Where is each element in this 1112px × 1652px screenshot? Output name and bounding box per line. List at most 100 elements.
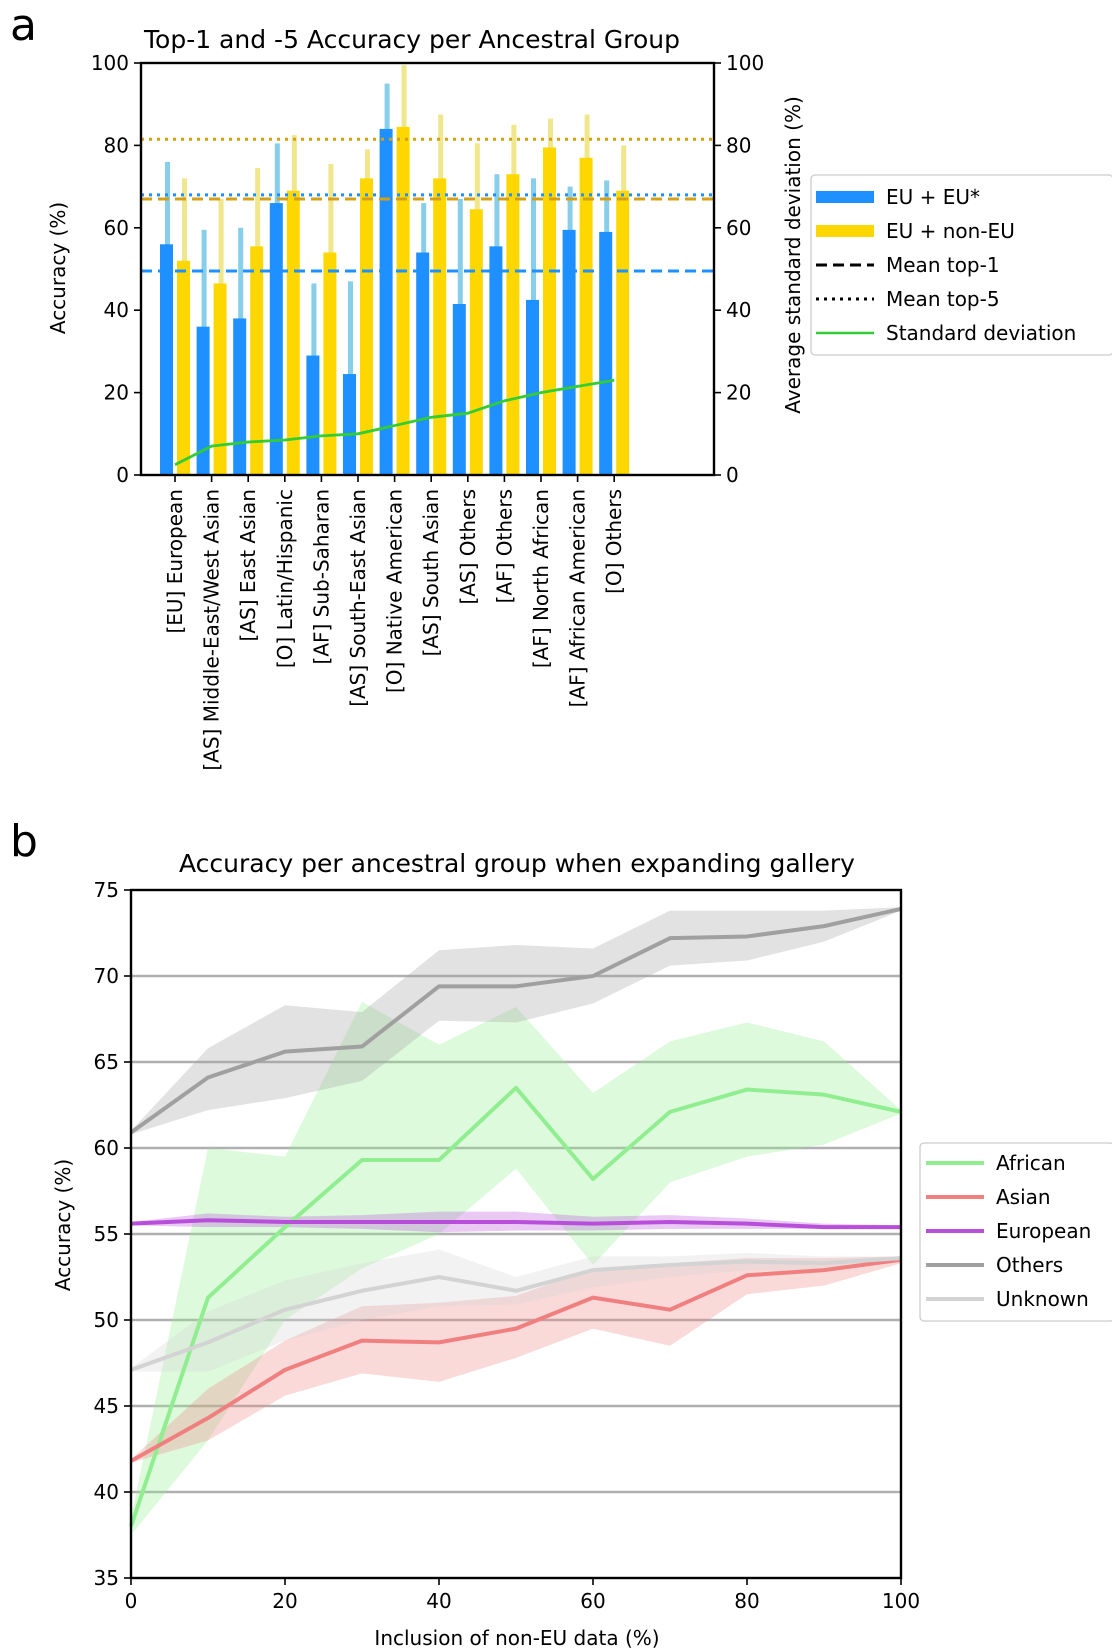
x-tick-label: 60 xyxy=(580,1589,605,1613)
y-tick-label: 45 xyxy=(94,1394,119,1418)
x-tick-label-af-african-american: [AF] African American xyxy=(566,489,590,707)
y-tick-label: 60 xyxy=(94,1136,119,1160)
y-tick-label-right: 100 xyxy=(726,51,764,75)
legend-swatch-eu-noneu xyxy=(816,225,874,237)
y-tick-label-right: 40 xyxy=(726,298,751,322)
chart-b-legend: African Asian European Others Unknown xyxy=(919,1142,1112,1322)
y-tick-label: 35 xyxy=(94,1566,119,1590)
line-others xyxy=(129,906,902,1135)
bar-top1-eu xyxy=(233,318,247,475)
bar-top1-noneu xyxy=(543,147,556,475)
x-tick-label-o-native-american: [O] Native American xyxy=(383,489,407,693)
chart-b-xlabel: Inclusion of non-EU data (%) xyxy=(374,1626,659,1650)
bar-top1-eu xyxy=(379,128,393,476)
chart-a-plot-area xyxy=(141,65,714,476)
std-deviation-line xyxy=(174,378,615,466)
legend-label-asian: Asian xyxy=(996,1185,1051,1209)
line-african xyxy=(129,1085,902,1528)
y-tick-label-right: 80 xyxy=(726,133,751,157)
bar-top1-eu xyxy=(599,231,613,475)
legend-label-unknown: Unknown xyxy=(996,1287,1089,1311)
bar-top1-eu xyxy=(269,203,283,475)
band-asian xyxy=(131,1256,901,1463)
bar-top1-noneu xyxy=(286,190,300,475)
legend-swatch-eu-eu xyxy=(816,191,874,203)
chart-a-ylabel: Accuracy (%) xyxy=(46,202,70,334)
y-tick-label-left: 20 xyxy=(104,381,129,405)
y-tick-label: 70 xyxy=(94,964,119,988)
y-tick-label: 65 xyxy=(94,1050,119,1074)
chart-b-ylabel: Accuracy (%) xyxy=(51,1159,75,1291)
band-unknown xyxy=(131,1249,901,1372)
panel-b-letter: b xyxy=(10,816,38,867)
panel-a-letter: a xyxy=(10,0,37,51)
legend-box xyxy=(810,174,1112,356)
bar-top1-eu xyxy=(416,252,430,475)
bar-top1-eu xyxy=(526,299,539,475)
legend-label-std: Standard deviation xyxy=(886,321,1076,345)
bar-top1-eu xyxy=(196,326,210,475)
chart-b-title: Accuracy per ancestral group when expand… xyxy=(179,849,855,878)
bar-top1-noneu xyxy=(579,157,593,475)
bar-top1-noneu xyxy=(506,174,520,476)
y-tick-label: 75 xyxy=(94,878,119,902)
bar-top1-noneu xyxy=(323,252,337,475)
bar-top1-noneu xyxy=(250,246,264,475)
chart-a: Top-1 and -5 Accuracy per Ancestral Grou… xyxy=(46,25,1112,771)
bar-top1-eu xyxy=(343,374,356,475)
x-tick-label-eu-european: [EU] European xyxy=(163,489,187,634)
x-tick-label: 20 xyxy=(272,1589,297,1613)
bar-top1-noneu xyxy=(396,126,410,476)
x-tick-label-as-east-asian: [AS] East Asian xyxy=(236,489,260,641)
bar-top1-eu xyxy=(452,304,466,475)
bar-top1-eu xyxy=(306,355,320,475)
y-tick-label: 40 xyxy=(94,1480,119,1504)
x-tick-label-as-south-east-asian: [AS] South-East Asian xyxy=(346,489,370,707)
bar-top1-noneu xyxy=(177,260,190,475)
chart-a-frame xyxy=(139,61,716,477)
x-tick-label: 80 xyxy=(734,1589,759,1613)
x-tick-label-af-sub-saharan: [AF] Sub-Saharan xyxy=(309,489,333,664)
chart-b-axes: 35 40 45 50 55 60 65 70 75 0 20 40 60 80 100 xyxy=(94,878,921,1613)
bar-top1-noneu xyxy=(360,178,373,476)
legend-label-mean-top1: Mean top-1 xyxy=(886,253,1000,277)
line-european xyxy=(130,1218,901,1230)
y-tick-label-left: 100 xyxy=(91,51,129,75)
chart-a-title: Top-1 and -5 Accuracy per Ancestral Grou… xyxy=(143,25,680,54)
chart-a-axes: [EU] European [AS] Middle-East/West Asian… xyxy=(91,51,764,771)
legend-label-others: Others xyxy=(996,1253,1063,1277)
chart-b-grid xyxy=(131,974,901,1494)
legend-label-eu-eu: EU + EU* xyxy=(886,185,980,209)
legend-box-b xyxy=(919,1142,1112,1322)
line-unknown xyxy=(130,1256,902,1372)
x-tick-label: 40 xyxy=(426,1589,451,1613)
chart-b: Accuracy per ancestral group when expand… xyxy=(51,849,1112,1650)
bar-top1-noneu xyxy=(469,209,483,475)
y-tick-label-left: 80 xyxy=(104,133,129,157)
bar-top1-eu xyxy=(489,246,503,475)
x-tick-label-o-others: [O] Others xyxy=(602,489,626,594)
bar-top1-eu xyxy=(562,229,576,475)
x-tick-label-o-latin-hispanic: [O] Latin/Hispanic xyxy=(273,489,297,668)
y-tick-label-right: 0 xyxy=(726,463,739,487)
line-asian xyxy=(130,1257,902,1463)
legend-label-african: African xyxy=(996,1151,1066,1175)
x-tick-label-as-middle-east-west-asian: [AS] Middle-East/West Asian xyxy=(200,489,224,771)
x-tick-label: 100 xyxy=(882,1589,920,1613)
y-tick-label-left: 0 xyxy=(116,463,129,487)
y-tick-label-left: 60 xyxy=(104,216,129,240)
chart-a-y2label: Average standard deviation (%) xyxy=(781,96,805,413)
x-tick-label-af-north-african: [AF] North African xyxy=(529,489,553,668)
y-tick-label: 55 xyxy=(94,1222,119,1246)
legend-label-mean-top5: Mean top-5 xyxy=(886,287,1000,311)
y-tick-label-right: 60 xyxy=(726,216,751,240)
legend-label-european: European xyxy=(996,1219,1091,1243)
y-tick-label: 50 xyxy=(94,1308,119,1332)
y-tick-label-left: 40 xyxy=(104,298,129,322)
chart-a-legend: EU + EU* EU + non-EU Mean top-1 Mean top… xyxy=(810,174,1112,356)
x-tick-label: 0 xyxy=(125,1589,138,1613)
band-others xyxy=(131,907,901,1135)
x-tick-label-af-others: [AF] Others xyxy=(492,489,516,603)
chart-b-plot-area xyxy=(129,906,902,1535)
